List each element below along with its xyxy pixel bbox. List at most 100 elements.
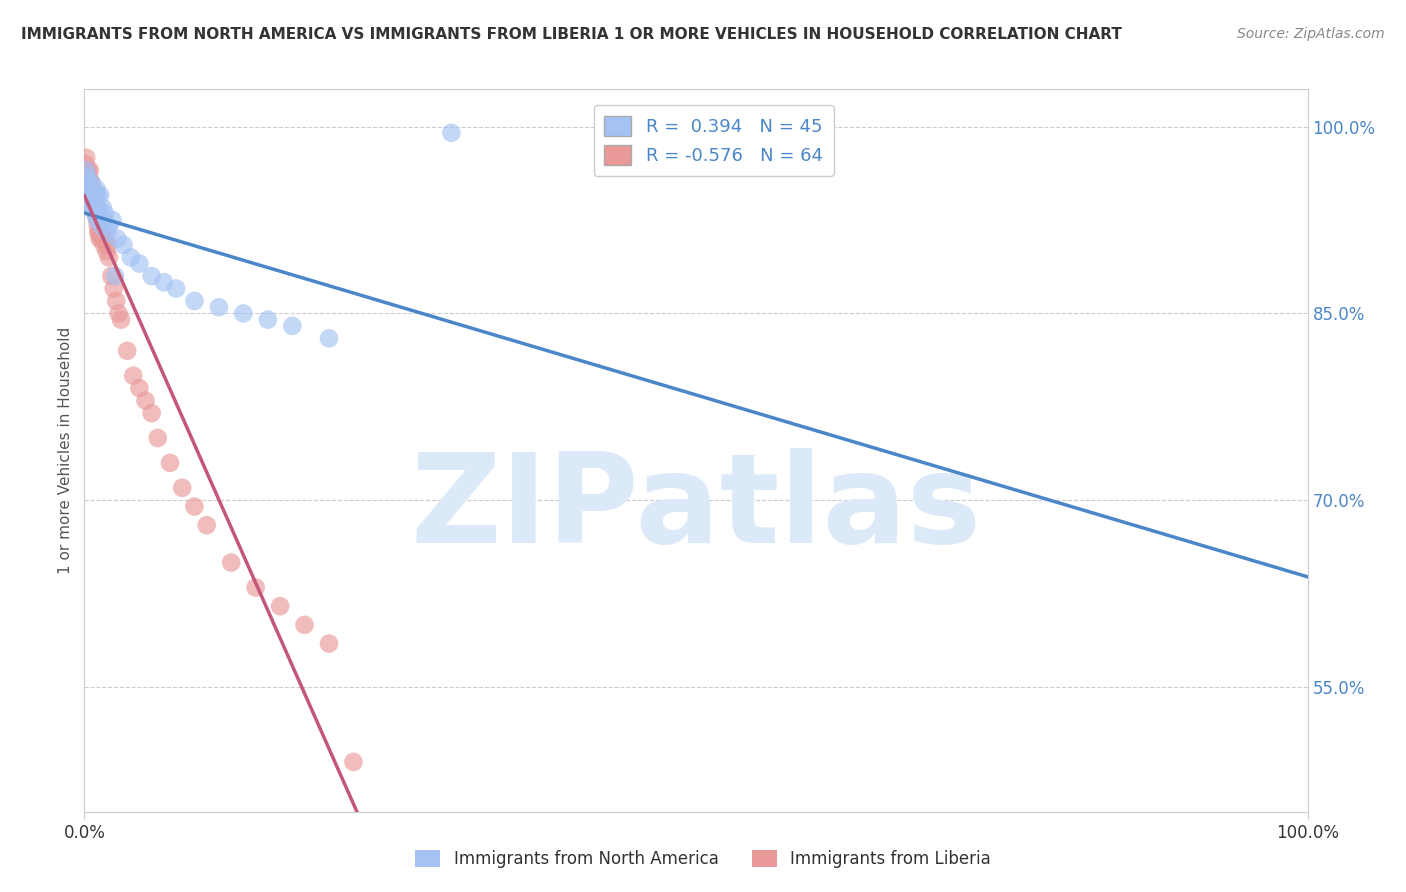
Point	[76, 169, 98, 184]
Point	[84, 207, 107, 221]
Point	[75, 169, 97, 184]
Point	[86, 182, 108, 196]
Point	[77, 182, 100, 196]
Point	[269, 599, 291, 614]
Point	[83, 188, 105, 202]
Point	[128, 257, 150, 271]
Point	[112, 238, 135, 252]
Point	[183, 500, 205, 514]
Point	[82, 201, 104, 215]
Point	[83, 201, 105, 215]
Point	[97, 219, 120, 234]
Point	[90, 219, 112, 234]
Point	[86, 213, 108, 227]
Point	[91, 226, 114, 240]
Point	[83, 194, 105, 209]
Point	[84, 201, 107, 215]
Point	[77, 176, 100, 190]
Point	[89, 219, 111, 234]
Point	[257, 312, 280, 326]
Point	[77, 188, 100, 202]
Point	[183, 293, 205, 308]
Point	[77, 188, 100, 202]
Y-axis label: 1 or more Vehicles in Household: 1 or more Vehicles in Household	[58, 326, 73, 574]
Point	[120, 251, 142, 265]
Legend: R =  0.394   N = 45, R = -0.576   N = 64: R = 0.394 N = 45, R = -0.576 N = 64	[593, 105, 834, 176]
Point	[84, 188, 107, 202]
Point	[76, 163, 98, 178]
Point	[82, 194, 104, 209]
Point	[83, 201, 105, 215]
Text: IMMIGRANTS FROM NORTH AMERICA VS IMMIGRANTS FROM LIBERIA 1 OR MORE VEHICLES IN H: IMMIGRANTS FROM NORTH AMERICA VS IMMIGRA…	[21, 27, 1122, 42]
Point	[146, 431, 169, 445]
Point	[90, 232, 112, 246]
Point	[79, 176, 101, 190]
Point	[76, 169, 98, 184]
Point	[77, 169, 100, 184]
Point	[165, 281, 187, 295]
Point	[76, 163, 98, 178]
Point	[80, 194, 103, 209]
Point	[104, 268, 127, 283]
Point	[208, 300, 231, 314]
Point	[135, 393, 157, 408]
Point	[93, 213, 115, 227]
Point	[87, 226, 110, 240]
Point	[318, 636, 340, 650]
Point	[281, 318, 304, 333]
Point	[89, 188, 111, 202]
Point	[141, 406, 163, 420]
Point	[87, 226, 110, 240]
Point	[75, 163, 97, 178]
Point	[83, 188, 105, 202]
Point	[75, 151, 97, 165]
Point	[75, 176, 97, 190]
Point	[172, 481, 194, 495]
Point	[318, 331, 340, 345]
Point	[141, 268, 163, 283]
Point	[82, 182, 104, 196]
Point	[77, 182, 100, 196]
Point	[82, 182, 104, 196]
Point	[94, 232, 117, 246]
Point	[73, 157, 96, 171]
Point	[159, 456, 181, 470]
Point	[86, 213, 108, 227]
Point	[96, 244, 118, 259]
Point	[101, 213, 124, 227]
Point	[80, 188, 103, 202]
Point	[245, 581, 267, 595]
Text: ZIPatlas: ZIPatlas	[411, 448, 981, 569]
Point	[84, 207, 107, 221]
Point	[79, 194, 101, 209]
Point	[294, 618, 316, 632]
Point	[97, 251, 120, 265]
Point	[97, 238, 120, 252]
Point	[153, 275, 176, 289]
Point	[80, 188, 103, 202]
Point	[115, 343, 138, 358]
Point	[87, 201, 110, 215]
Point	[94, 207, 117, 221]
Legend: Immigrants from North America, Immigrants from Liberia: Immigrants from North America, Immigrant…	[409, 843, 997, 875]
Point	[84, 207, 107, 221]
Point	[76, 182, 98, 196]
Point	[195, 518, 218, 533]
Point	[83, 194, 105, 209]
Point	[110, 312, 132, 326]
Point	[342, 755, 364, 769]
Point	[79, 182, 101, 196]
Point	[79, 163, 101, 178]
Point	[86, 207, 108, 221]
Point	[105, 293, 128, 308]
Point	[122, 368, 145, 383]
Point	[87, 207, 110, 221]
Point	[232, 306, 254, 320]
Point	[86, 207, 108, 221]
Point	[80, 176, 103, 190]
Point	[77, 176, 100, 190]
Point	[97, 226, 120, 240]
Point	[89, 232, 111, 246]
Point	[105, 232, 128, 246]
Point	[87, 219, 110, 234]
